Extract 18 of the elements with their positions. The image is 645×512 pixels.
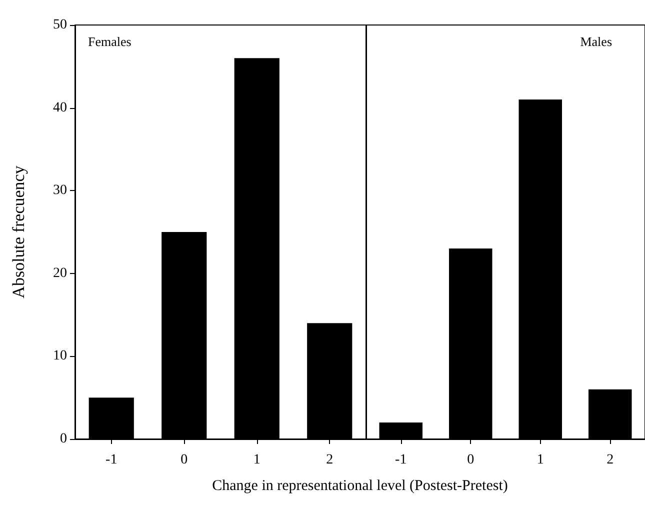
x-tick-label: -1 [106,452,118,468]
x-tick-label: 0 [180,452,188,468]
y-tick-label: 40 [53,100,67,116]
x-axis-title: Change in representational level (Postest-Pretest) [211,478,509,495]
text: Males [580,34,612,49]
y-tick-label: 30 [53,183,67,198]
y-tick-label: 0 [60,432,67,446]
x-tick-label: 0 [467,452,474,468]
text: Females [88,34,132,49]
y-axis-title: Absolute frecuency [9,165,28,298]
y-tick-label: 10 [53,348,67,364]
y-tick-label: 20 [53,266,67,281]
y-tick-label: 50 [53,18,67,32]
x-tick-label: 1 [253,452,260,468]
x-tick-label: 2 [606,452,614,468]
x-tick-label: -1 [395,452,407,468]
x-tick-label: 2 [326,452,334,468]
x-tick-label: 1 [536,452,544,468]
